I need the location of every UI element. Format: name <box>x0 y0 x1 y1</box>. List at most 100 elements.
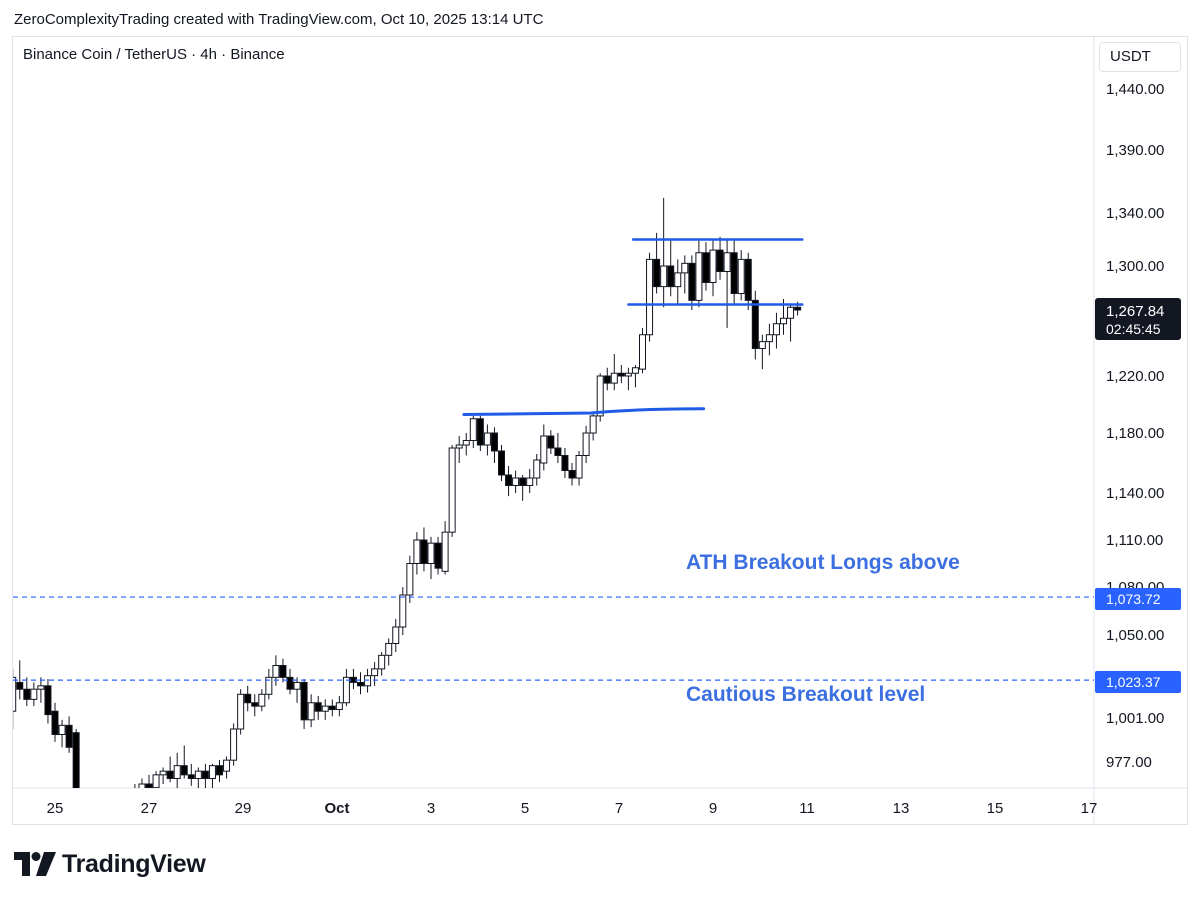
tradingview-logo-text: TradingView <box>62 849 206 878</box>
level-label-bg-1 <box>1095 588 1181 610</box>
candle-body <box>716 249 724 273</box>
candle-body <box>575 455 583 479</box>
candle-body <box>639 334 646 370</box>
candle-body <box>187 774 195 779</box>
price-tick-label: 1,300.00 <box>1106 258 1164 275</box>
candle-body <box>596 375 604 417</box>
price-tick-label: 1,180.00 <box>1106 425 1164 442</box>
candle-body <box>780 317 787 325</box>
time-tick-label: 9 <box>709 800 717 817</box>
candle-body <box>667 265 675 288</box>
candle-body <box>533 459 541 479</box>
candle-body <box>413 539 421 564</box>
candle-body <box>399 594 407 628</box>
price-tick-label: 1,340.00 <box>1106 205 1164 222</box>
candle-body <box>44 685 52 716</box>
candle-body <box>72 732 80 788</box>
candle-body <box>688 262 696 301</box>
candle-body <box>758 341 766 349</box>
price-tick-label: 1,110.00 <box>1106 532 1163 549</box>
candle-body <box>65 724 73 748</box>
candle-body <box>216 765 223 776</box>
prior-high-line[interactable] <box>462 407 706 416</box>
price-tick-label: 1,050.00 <box>1106 627 1164 644</box>
time-tick-label: 11 <box>799 800 815 817</box>
candle-body <box>251 702 259 707</box>
candle-body <box>610 372 618 384</box>
candle-body <box>589 415 597 434</box>
candle-body <box>469 418 477 441</box>
candle-body <box>258 693 266 707</box>
candle-body <box>230 728 238 761</box>
candle-body <box>342 676 350 704</box>
time-tick-label: 7 <box>615 800 623 817</box>
candle-body <box>744 258 752 301</box>
tradingview-logo-icon <box>14 852 56 876</box>
time-tick-label: Oct <box>324 800 349 817</box>
time-tick-label: 5 <box>521 800 529 817</box>
candle-body <box>709 249 717 284</box>
levels-group <box>13 596 1094 681</box>
candle-body <box>328 705 336 711</box>
candle-body <box>244 693 252 704</box>
candle-body <box>23 688 31 700</box>
candle-body <box>138 783 146 788</box>
candle-body <box>730 252 738 294</box>
tradingview-logo[interactable]: TradingView <box>14 848 206 880</box>
chart-frame[interactable] <box>12 36 1188 825</box>
price-tick-label: 1,440.00 <box>1106 81 1164 98</box>
candle-body <box>702 252 710 283</box>
attribution-header: ZeroComplexityTrading created with Tradi… <box>14 11 544 28</box>
candle-body <box>37 685 45 690</box>
candle-body <box>371 668 379 677</box>
candle-body <box>166 770 174 780</box>
candle-body <box>223 759 231 772</box>
time-axis[interactable]: 25 27 29 Oct 3 5 7 9 11 13 15 17 <box>47 800 1098 817</box>
candle-body <box>16 681 24 690</box>
candle-body <box>476 418 484 446</box>
candle-body <box>723 252 731 272</box>
candle-body <box>300 681 308 721</box>
time-tick-label: 15 <box>987 800 1004 817</box>
candle-body <box>357 681 364 687</box>
candle-body <box>265 676 273 695</box>
symbol-title[interactable]: Binance Coin / TetherUS · 4h · Binance <box>23 46 285 63</box>
candle-body <box>194 770 202 780</box>
current-price-label-bg <box>1095 298 1181 340</box>
candle-body <box>321 705 329 712</box>
annotation-ath-breakout: ATH Breakout Longs above <box>686 551 960 574</box>
candle-body <box>392 626 400 644</box>
candle-body <box>787 306 795 319</box>
level-label-bg-2 <box>1095 671 1181 693</box>
candle-body <box>582 432 590 456</box>
candle-body <box>145 783 153 788</box>
candle-body <box>30 688 38 700</box>
candle-body <box>13 676 17 712</box>
price-axis[interactable]: 1,440.00 1,390.00 1,340.00 1,300.00 1,220.00… <box>1106 81 1164 771</box>
candle-body <box>519 477 527 486</box>
candle-body <box>406 563 414 596</box>
candle-body <box>448 447 456 533</box>
candle-body <box>526 477 534 486</box>
time-tick-label: 27 <box>141 800 158 817</box>
candle-body <box>547 435 555 449</box>
current-price-label: 1,267.84 <box>1106 303 1164 320</box>
candle-body <box>617 372 625 377</box>
candle-body <box>152 774 160 788</box>
candle-body <box>455 444 463 449</box>
candle-body <box>201 770 209 780</box>
candle-body <box>554 447 562 456</box>
time-tick-label: 29 <box>235 800 252 817</box>
candle-body <box>751 299 759 349</box>
candle-body <box>490 432 498 452</box>
candles-group <box>13 197 802 788</box>
time-tick-label: 3 <box>427 800 435 817</box>
price-tick-label: 1,220.00 <box>1106 368 1164 385</box>
candle-body <box>272 664 280 678</box>
candle-body <box>420 539 428 564</box>
currency-selector[interactable]: USDT <box>1099 42 1181 72</box>
candle-body <box>646 258 654 336</box>
candle-body <box>540 435 548 464</box>
candle-body <box>695 252 703 301</box>
